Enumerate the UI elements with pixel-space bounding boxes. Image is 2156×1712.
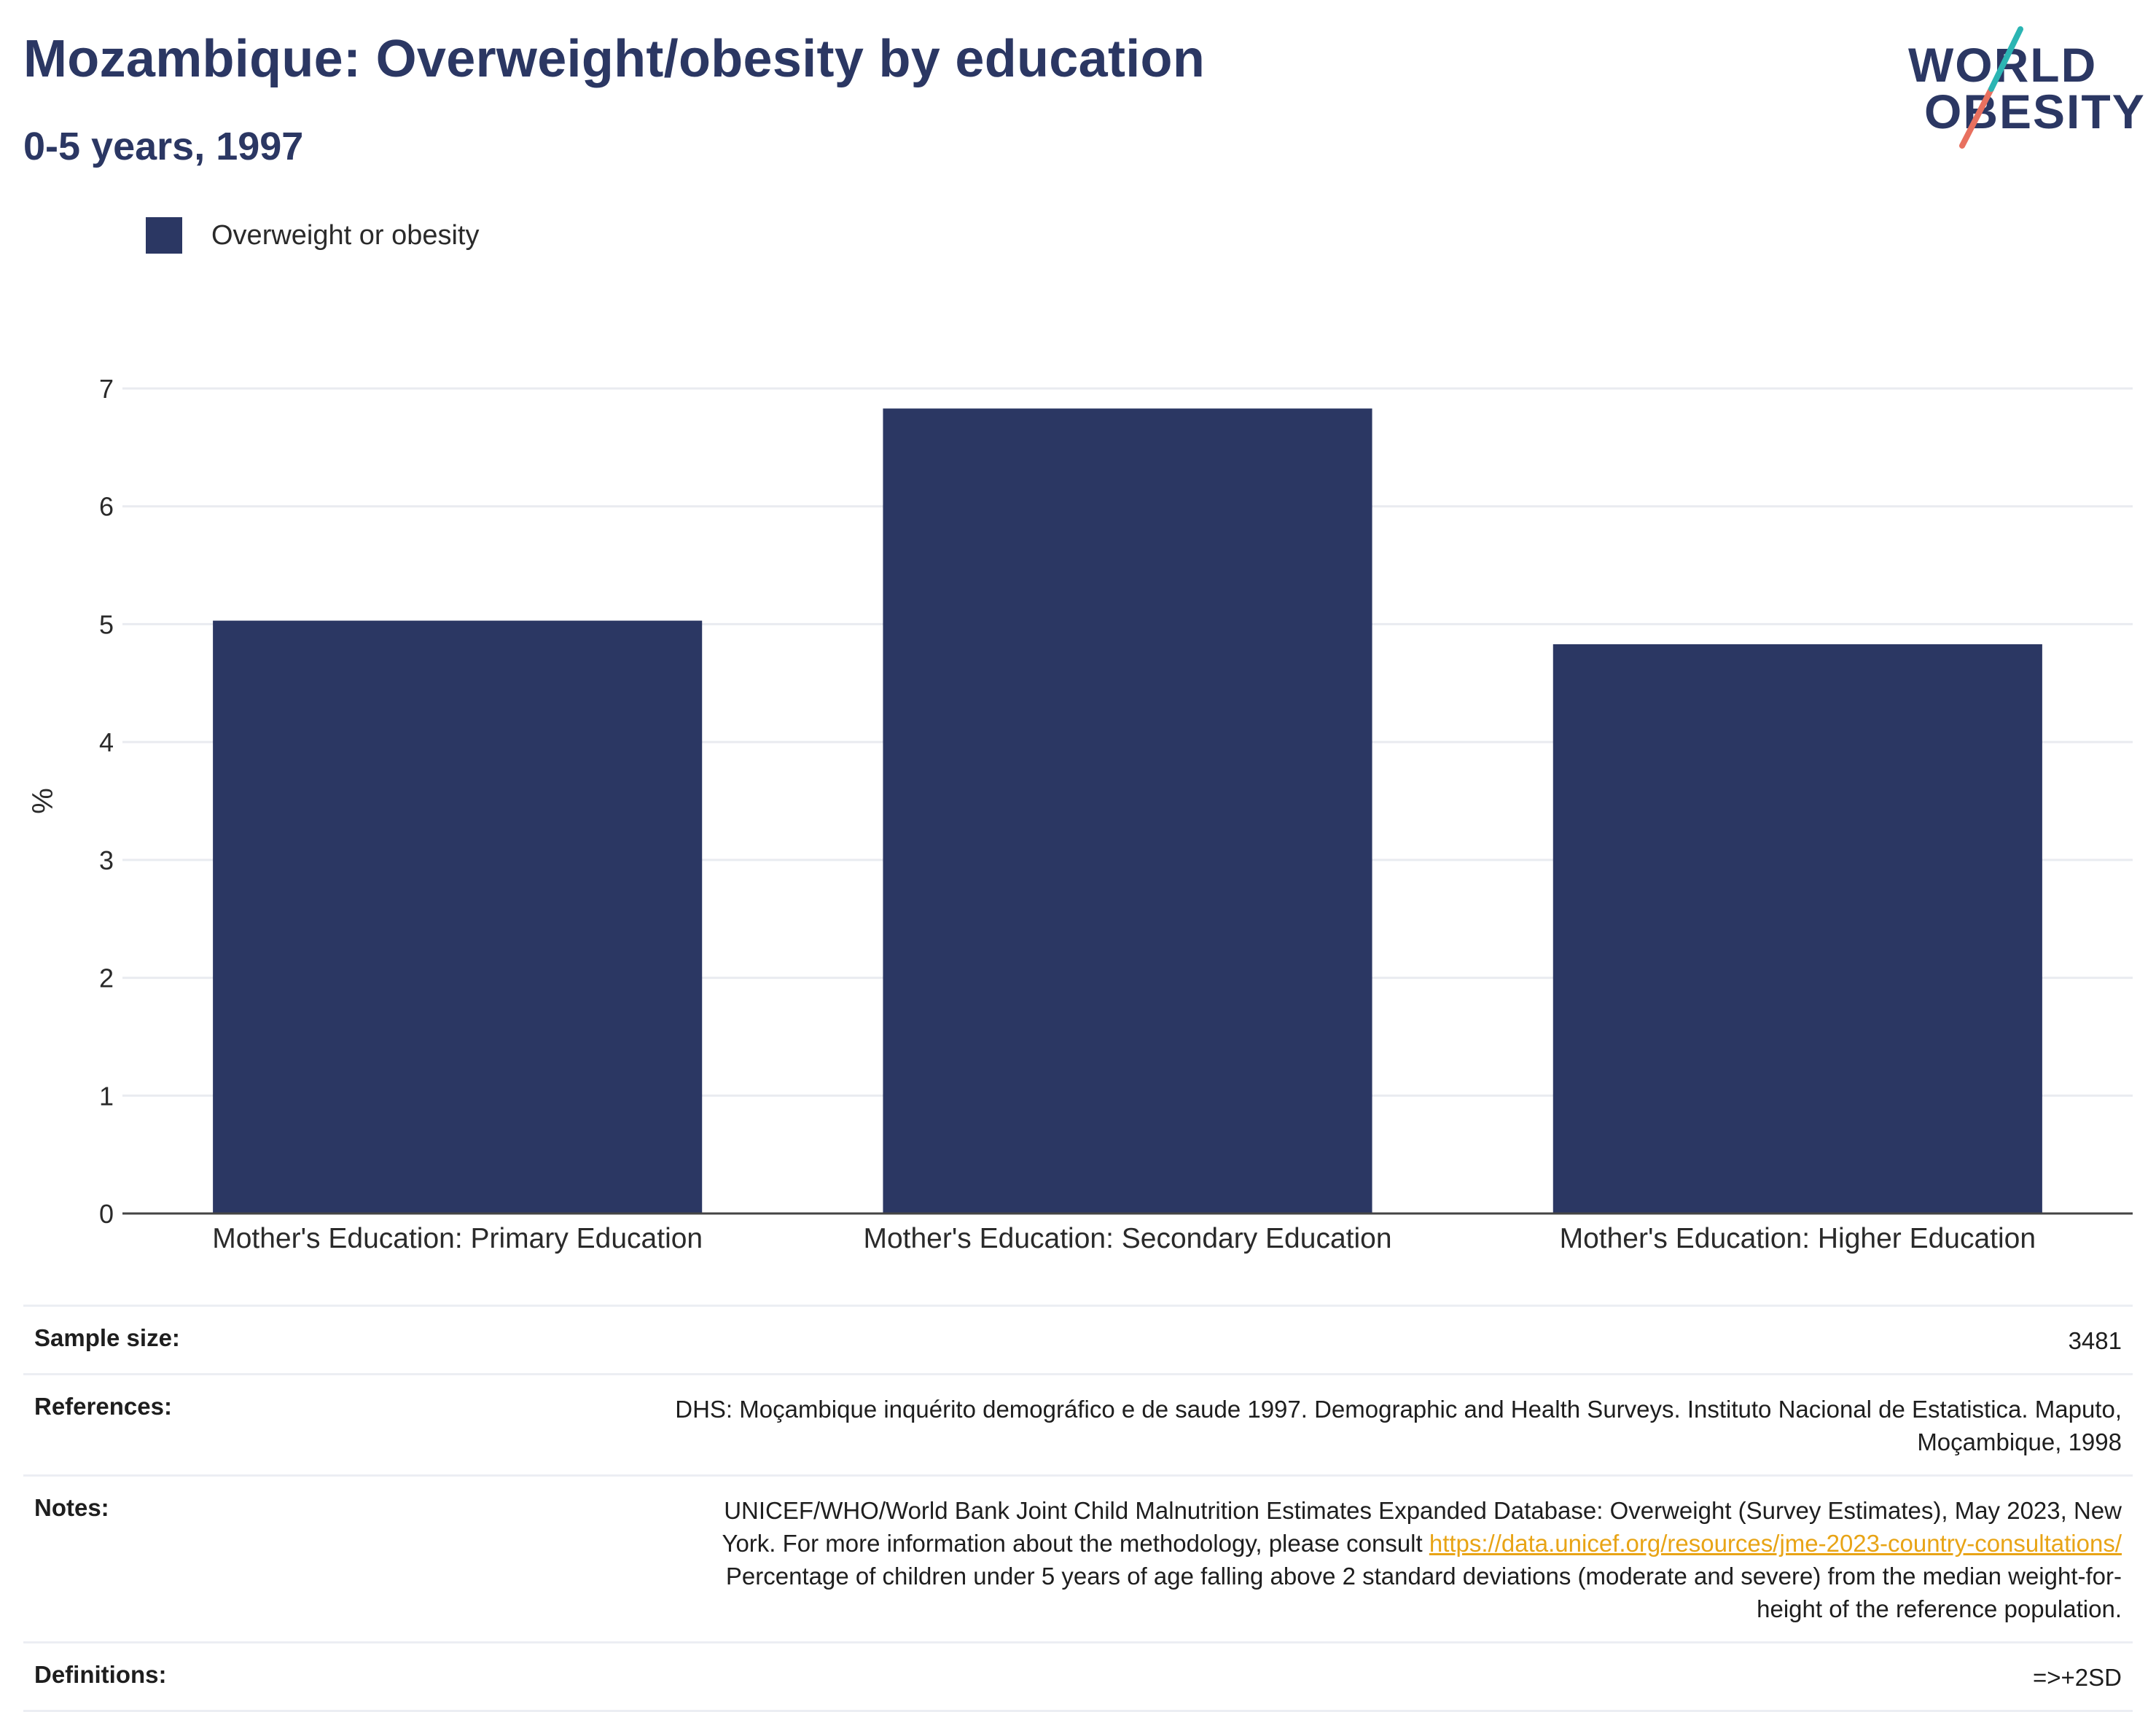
y-tick-label: 2 xyxy=(99,964,114,993)
notes-line-4: height of the reference population. xyxy=(1757,1595,2122,1622)
y-tick-label: 4 xyxy=(99,727,114,757)
legend-label: Overweight or obesity xyxy=(211,219,480,251)
notes-line-2: York. For more information about the met… xyxy=(399,1527,2122,1560)
notes-line-1: UNICEF/WHO/World Bank Joint Child Malnut… xyxy=(724,1497,2122,1524)
info-row-sample-size: Sample size: 3481 xyxy=(23,1305,2133,1373)
notes-line-3: Percentage of children under 5 years of … xyxy=(725,1563,2122,1590)
references-label: References: xyxy=(34,1393,172,1420)
world-obesity-logo[interactable]: WORLD OBESITY xyxy=(1895,22,2146,153)
x-tick-label: Mother's Education: Primary Education xyxy=(212,1223,703,1254)
logo-text-obesity: OBESITY xyxy=(1924,85,2146,138)
chart-title: Mozambique: Overweight/obesity by educat… xyxy=(23,30,1206,88)
bar xyxy=(1552,644,2042,1213)
sample-size-value: 3481 xyxy=(2068,1327,2122,1354)
x-tick-label: Mother's Education: Higher Education xyxy=(1560,1223,2036,1254)
definitions-value: =>+2SD xyxy=(2032,1664,2122,1691)
references-line-2: Moçambique, 1998 xyxy=(1917,1428,2122,1455)
bar xyxy=(213,620,703,1213)
info-row-notes: Notes: UNICEF/WHO/World Bank Joint Child… xyxy=(23,1474,2133,1641)
bar xyxy=(883,408,1372,1213)
references-line-1: DHS: Moçambique inquérito demográfico e … xyxy=(675,1396,2122,1423)
chart-legend[interactable]: Overweight or obesity xyxy=(146,217,480,254)
info-table: Sample size: 3481 References: DHS: Moçam… xyxy=(23,1305,2133,1712)
notes-label: Notes: xyxy=(34,1494,109,1521)
definitions-label: Definitions: xyxy=(34,1661,167,1688)
info-row-definitions: Definitions: =>+2SD xyxy=(23,1641,2133,1712)
x-tick-label: Mother's Education: Secondary Education xyxy=(863,1223,1391,1254)
y-tick-label: 0 xyxy=(99,1199,114,1229)
y-tick-label: 3 xyxy=(99,845,114,875)
sample-size-label: Sample size: xyxy=(34,1324,180,1351)
methodology-link[interactable]: https://data.unicef.org/resources/jme-20… xyxy=(1429,1530,2122,1557)
references-value: DHS: Moçambique inquérito demográfico e … xyxy=(399,1393,2122,1458)
legend-swatch xyxy=(146,217,182,254)
info-row-references: References: DHS: Moçambique inquérito de… xyxy=(23,1373,2133,1474)
y-tick-label: 7 xyxy=(99,374,114,404)
y-tick-label: 6 xyxy=(99,492,114,522)
chart-subtitle: 0-5 years, 1997 xyxy=(23,125,304,168)
y-tick-label: 5 xyxy=(99,609,114,639)
y-tick-label: 1 xyxy=(99,1081,114,1111)
bar-chart: 0 1 2 3 4 5 6 7% Mother's Education: Primary Edu… xyxy=(27,374,2133,1254)
notes-value: UNICEF/WHO/World Bank Joint Child Malnut… xyxy=(399,1494,2122,1625)
y-axis-title: % xyxy=(27,788,59,814)
logo-slash-icon xyxy=(1959,26,2023,149)
notes-line-2-text: York. For more information about the met… xyxy=(722,1530,1429,1557)
